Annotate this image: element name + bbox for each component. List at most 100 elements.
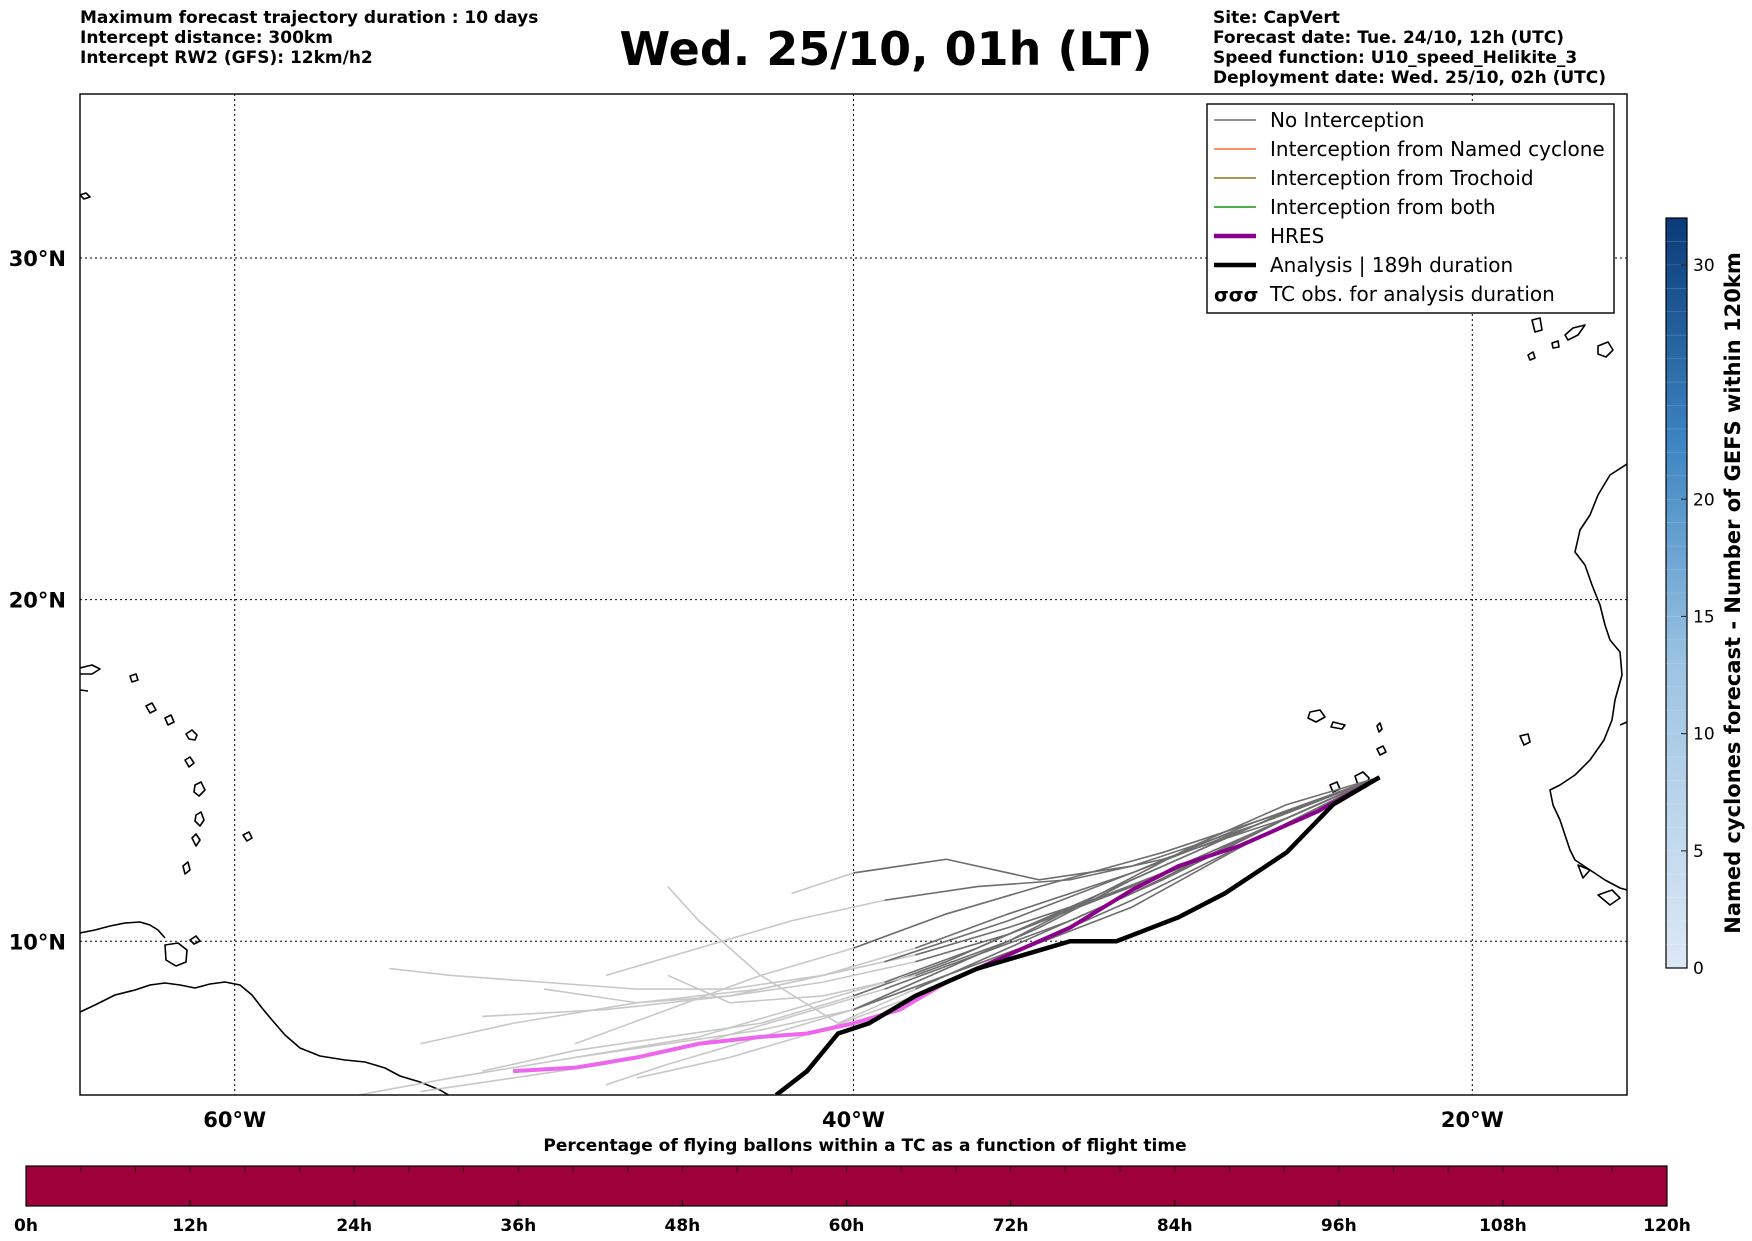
max-duration-text: Maximum forecast trajectory duration : 1… [80, 8, 539, 28]
venezuela-coast [80, 921, 166, 939]
site-text: Site: CapVert [1213, 8, 1340, 28]
north-islet [80, 192, 91, 200]
cape-verde-santo-antao [1307, 709, 1326, 723]
colorbar-bottom-tick-label: 12h [172, 1216, 208, 1236]
cape-verde-sao-vicente [1376, 722, 1383, 733]
ensemble-trajectory-far [605, 899, 885, 977]
lat-tick-label: 20°N [9, 589, 66, 613]
colorbar-right-bar [1665, 217, 1688, 969]
tobago-island [189, 935, 201, 945]
header-left-info: Maximum forecast trajectory duration : 1… [80, 8, 538, 68]
guinea-islets [1577, 864, 1591, 879]
colorbar-right-tick-label: 5 [1693, 842, 1704, 862]
cape-verde-boavista [1376, 745, 1387, 756]
colorbar-right-tick-label: 0 [1693, 959, 1704, 979]
caribbean-islet [80, 689, 89, 692]
ensemble-trajectory [915, 776, 1380, 977]
bijagos-islets [1597, 889, 1621, 906]
speed-function-text: Speed function: U10_speed_Helikite_3 [1213, 48, 1578, 68]
lon-tick-label: 40°W [822, 1108, 885, 1132]
ensemble-trajectory [915, 776, 1380, 990]
legend-label: HRES [1270, 224, 1324, 248]
lesser-antilles-2 [184, 756, 195, 768]
canary-island-4 [1551, 340, 1560, 349]
colorbar-right-label: Named cyclones forecast - Number of GEFS… [1721, 252, 1745, 933]
lesser-antilles-9 [164, 714, 175, 726]
ensemble-trajectory-far [420, 960, 885, 1045]
intercept-distance-text: Intercept distance: 300km [80, 28, 333, 48]
cape-verde-sal [1519, 733, 1531, 746]
legend: No Interception Interception from Named c… [1206, 103, 1615, 314]
map-frame [79, 93, 1628, 1096]
canary-island-3 [1597, 341, 1614, 358]
legend-label: No Interception [1270, 108, 1424, 132]
ensemble-trajectory [884, 776, 1380, 963]
canary-island-5 [1527, 351, 1536, 361]
lesser-antilles-1 [185, 729, 198, 741]
colorbar-bottom-tick-label: 24h [336, 1216, 372, 1236]
colorbar-right-tick-label: 30 [1693, 256, 1715, 276]
header-right-info: Site: CapVert Forecast date: Tue. 24/10,… [1213, 8, 1606, 88]
axis-tick-labels: 60°W 40°W 20°W 30°N 20°N 10°N [9, 247, 1504, 1132]
legend-entry: Interception from both [1214, 195, 1496, 219]
puerto-rico-east [80, 664, 101, 675]
colorbar-bottom-title: Percentage of flying ballons within a TC… [543, 1136, 1186, 1156]
lesser-antilles-8 [145, 702, 157, 714]
legend-entry: No Interception [1214, 108, 1424, 132]
legend-entry: Interception from Trochoid [1214, 166, 1534, 190]
coastlines [80, 192, 1627, 1095]
legend-entry: Analysis | 189h duration [1214, 253, 1513, 277]
colorbar-right: Named cyclones forecast - Number of GEFS… [1665, 217, 1745, 979]
colorbar-bottom-bar [25, 1165, 1668, 1207]
cyclone-symbol-icon: σσσ [1214, 284, 1258, 306]
canary-island-2 [1564, 324, 1586, 341]
legend-label: Interception from Trochoid [1270, 166, 1534, 190]
lat-tick-label: 30°N [9, 247, 66, 271]
colorbar-bottom-tick-label: 108h [1479, 1216, 1527, 1236]
intercept-rw2-text: Intercept RW2 (GFS): 12km/h2 [80, 48, 373, 68]
hres-trajectory [945, 775, 1381, 985]
legend-label: Interception from Named cyclone [1270, 137, 1605, 161]
colorbar-bottom: Percentage of flying ballons within a TC… [14, 1136, 1691, 1236]
lesser-antilles-3 [193, 781, 206, 797]
lat-tick-label: 10°N [9, 930, 66, 954]
lon-tick-label: 60°W [203, 1108, 266, 1132]
deployment-date-text: Deployment date: Wed. 25/10, 02h (UTC) [1213, 68, 1607, 88]
colorbar-bottom-tick-label: 72h [993, 1216, 1029, 1236]
trinidad-island [164, 942, 188, 967]
colorbar-bottom-tick-label: 48h [665, 1216, 701, 1236]
analysis-trajectory [774, 775, 1381, 1095]
legend-entry: σσσ TC obs. for analysis duration [1214, 282, 1555, 306]
ensemble-trajectory-far [667, 886, 916, 1025]
legend-label: TC obs. for analysis duration [1269, 282, 1555, 306]
ensemble-trajectory-far [636, 995, 916, 1079]
colorbar-bottom-tick-label: 36h [500, 1216, 536, 1236]
lon-tick-label: 20°W [1441, 1108, 1504, 1132]
colorbar-bottom-tick-label: 84h [1157, 1216, 1193, 1236]
legend-label: Interception from both [1270, 195, 1496, 219]
cape-verde-sao-nicolau [1330, 721, 1346, 730]
lesser-antilles-6 [182, 861, 191, 875]
legend-label: Analysis | 189h duration [1270, 253, 1513, 277]
ensemble-trajectory-far [543, 960, 916, 1004]
africa-islets [1619, 721, 1627, 726]
colorbar-bottom-tick-label: 96h [1321, 1216, 1357, 1236]
colorbar-bottom-tick-label: 60h [829, 1216, 865, 1236]
barbados-island [242, 831, 253, 842]
legend-box [1206, 103, 1615, 314]
lesser-antilles-4 [194, 811, 205, 827]
lesser-antilles-5 [191, 833, 201, 847]
legend-entry: HRES [1214, 224, 1324, 248]
colorbar-right-tick-label: 15 [1693, 607, 1715, 627]
ensemble-trajectory [884, 776, 1380, 984]
main-trajectories [513, 775, 1381, 1095]
colorbar-right-tick-label: 20 [1693, 490, 1715, 510]
ensemble-trajectory-far [358, 981, 885, 1095]
south-america-coastline [80, 981, 450, 1095]
canary-island-1 [1531, 317, 1543, 333]
colorbar-bottom-tick-label: 0h [14, 1216, 38, 1236]
forecast-date-text: Forecast date: Tue. 24/10, 12h (UTC) [1213, 28, 1564, 48]
page-title: Wed. 25/10, 01h (LT) [619, 22, 1153, 76]
colorbar-right-tick-label: 10 [1693, 725, 1715, 745]
